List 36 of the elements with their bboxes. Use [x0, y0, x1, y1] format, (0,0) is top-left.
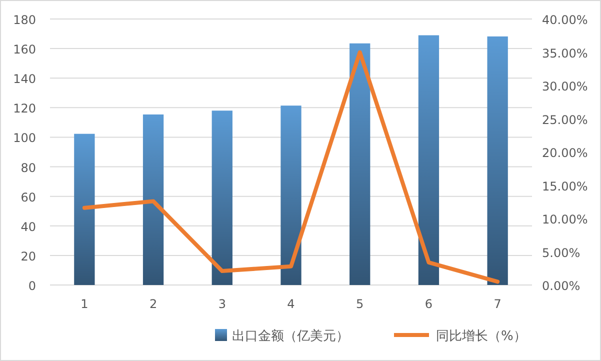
bar	[487, 36, 508, 285]
y-tick-label: 100	[13, 131, 36, 146]
bar	[280, 106, 302, 285]
legend-label: 同比增长（%）	[436, 329, 526, 344]
y-tick-label: 0	[28, 279, 36, 293]
x-tick-label: 3	[218, 297, 226, 311]
x-tick-label: 2	[149, 297, 158, 311]
y2-tick-label: 40.00%	[542, 13, 588, 27]
y-tick-label: 180	[13, 13, 36, 27]
y2-tick-label: 0.00%	[542, 279, 580, 293]
y2-tick-label: 10.00%	[542, 212, 588, 226]
x-tick-label: 1	[80, 297, 88, 311]
legend-label: 出口金额（亿美元）	[232, 328, 349, 344]
y-tick-label: 120	[13, 102, 36, 116]
y2-tick-label: 25.00%	[542, 112, 588, 127]
x-tick-label: 5	[356, 297, 364, 311]
y-tick-label: 140	[13, 72, 36, 86]
bar	[142, 114, 164, 285]
y2-tick-label: 30.00%	[542, 80, 588, 94]
y-tick-label: 60	[20, 190, 36, 204]
y2-tick-label: 15.00%	[542, 179, 588, 194]
y2-tick-label: 35.00%	[542, 46, 588, 60]
x-tick-label: 4	[287, 297, 295, 311]
bar	[212, 110, 232, 285]
bar	[418, 35, 440, 285]
line-series	[82, 50, 500, 284]
bar	[74, 134, 95, 285]
x-tick-label: 6	[424, 297, 433, 311]
y-tick-label: 160	[13, 42, 36, 57]
y-tick-label: 20	[20, 249, 36, 264]
y-tick-label: 80	[20, 160, 36, 175]
y-tick-label: 40	[20, 220, 36, 234]
x-tick-label: 7	[494, 297, 502, 311]
bar	[350, 43, 370, 285]
y2-tick-label: 20.00%	[542, 146, 588, 160]
y2-tick-label: 5.00%	[542, 246, 580, 260]
